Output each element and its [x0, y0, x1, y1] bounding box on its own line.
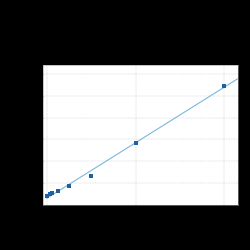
Point — [67, 184, 71, 188]
Y-axis label: OD: OD — [21, 130, 26, 140]
X-axis label: Cow TIMP2
Concentration (pg/ml): Cow TIMP2 Concentration (pg/ml) — [110, 217, 170, 228]
Point — [134, 141, 138, 145]
Point — [222, 84, 226, 87]
Point — [89, 174, 93, 178]
Point — [45, 194, 49, 198]
Point — [50, 191, 54, 195]
Point — [56, 189, 60, 193]
Point — [48, 192, 52, 196]
